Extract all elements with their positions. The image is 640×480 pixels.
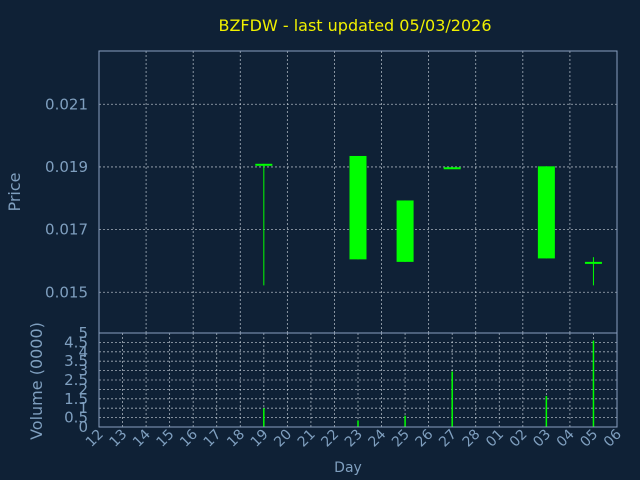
candle-body [396,200,414,262]
candle-body [349,155,367,260]
volume-bar [357,420,359,427]
volume-series [263,340,595,427]
price-tick-label: 0.021 [45,95,88,113]
volume-bar [545,395,548,427]
volume-tick-label: 0.5 [64,409,88,427]
x-axis-label: Day [334,460,362,476]
price-tick-label: 0.017 [45,221,88,239]
volume-bar [263,408,265,427]
price-tick-label: 0.019 [45,158,88,176]
chart-title: BZFDW - last updated 05/03/2026 [218,16,491,35]
volume-tick-label: 2 [78,380,88,398]
volume-tick-label: 1.5 [64,390,88,408]
price-tick-labels: 0.015 0.017 0.019 0.021 [45,95,88,301]
volume-tick-label: 3 [78,362,88,380]
volume-tick-label: 1 [78,399,88,417]
volume-tick-label: 2.5 [64,371,88,389]
volume-tick-label: 5 [78,324,88,342]
volume-tick-label: 4 [78,343,88,361]
candle-body [443,167,461,170]
volume-tick-label: 3.5 [64,352,88,370]
candle-body [255,163,273,166]
volume-tick-label: 0 [78,418,88,436]
volume-tick-label: 4.5 [64,333,88,351]
candle-body [537,166,555,259]
price-tick-label: 0.015 [45,283,88,301]
volume-tick-labels: 00.511.522.533.544.55 [64,324,88,436]
volume-axis-label: Volume (0000) [27,322,46,440]
volume-bar [404,415,406,427]
volume-bar [451,371,453,427]
x-tick-labels: 12 13 14 15 16 17 18 19 20 21 22 23 24 25 26 27 28 01 02 03… [83,426,625,450]
price-axis-label: Price [5,172,24,211]
volume-plot-frame [98,332,618,428]
volume-bar [592,340,595,427]
candlestick-series [255,155,602,286]
candle-body [584,261,602,264]
